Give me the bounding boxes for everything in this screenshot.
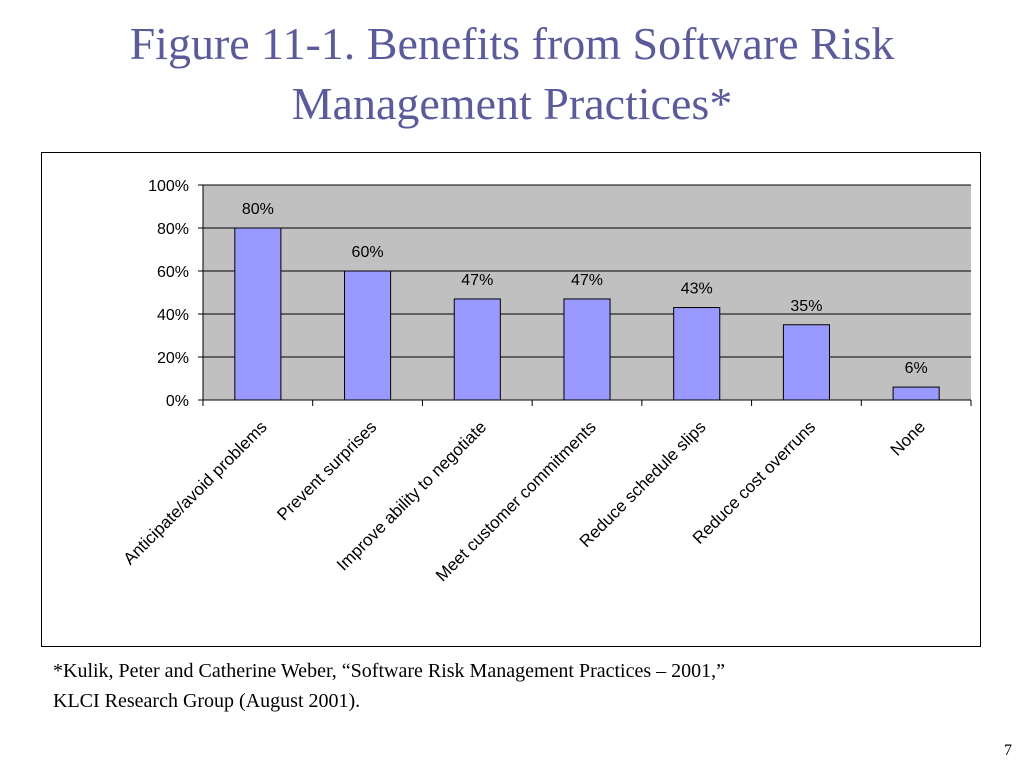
bar bbox=[563, 298, 611, 401]
data-label: 47% bbox=[571, 272, 603, 289]
footnote-line-2: KLCI Research Group (August 2001). bbox=[53, 690, 361, 712]
y-tick-label: 20% bbox=[157, 350, 189, 367]
footnote-line-1: *Kulik, Peter and Catherine Weber, “Soft… bbox=[53, 660, 726, 682]
bar bbox=[344, 270, 392, 401]
bar bbox=[453, 298, 501, 401]
y-tick-label: 0% bbox=[166, 393, 189, 410]
bar bbox=[234, 227, 282, 401]
bar bbox=[892, 386, 940, 401]
bar bbox=[782, 324, 830, 401]
slide-title-line-1: Figure 11-1. Benefits from Software Risk bbox=[129, 18, 895, 69]
y-tick-label: 80% bbox=[157, 221, 189, 238]
chart-frame: 0% 20% 40% 60% 80% 100% 80% Anticipate/avoid pr… bbox=[41, 152, 981, 647]
slide-title: Figure 11-1. Benefits from Software Risk… bbox=[0, 14, 1024, 134]
x-category-label: Reduce cost overruns bbox=[689, 417, 819, 547]
data-label: 6% bbox=[905, 360, 928, 377]
data-label: 47% bbox=[461, 272, 493, 289]
bar bbox=[673, 307, 721, 401]
x-category-label: Anticipate/avoid problems bbox=[120, 417, 271, 568]
y-tick-label: 60% bbox=[157, 264, 189, 281]
x-category-label: Reduce schedule slips bbox=[576, 417, 710, 551]
data-label: 60% bbox=[352, 244, 384, 261]
data-label: 80% bbox=[242, 201, 274, 218]
bar-chart: 0% 20% 40% 60% 80% 100% 80% Anticipate/avoid pr… bbox=[120, 178, 972, 585]
y-tick-label: 40% bbox=[157, 307, 189, 324]
data-label: 43% bbox=[681, 281, 713, 298]
y-tick-label: 100% bbox=[148, 178, 189, 195]
footnote: *Kulik, Peter and Catherine Weber, “Soft… bbox=[53, 656, 983, 716]
data-label: 35% bbox=[790, 298, 822, 315]
x-category-label: Prevent surprises bbox=[273, 417, 380, 524]
x-category-label: None bbox=[887, 417, 929, 459]
slide-title-line-2: Management Practices* bbox=[291, 78, 733, 129]
page-number: 7 bbox=[1004, 742, 1012, 759]
